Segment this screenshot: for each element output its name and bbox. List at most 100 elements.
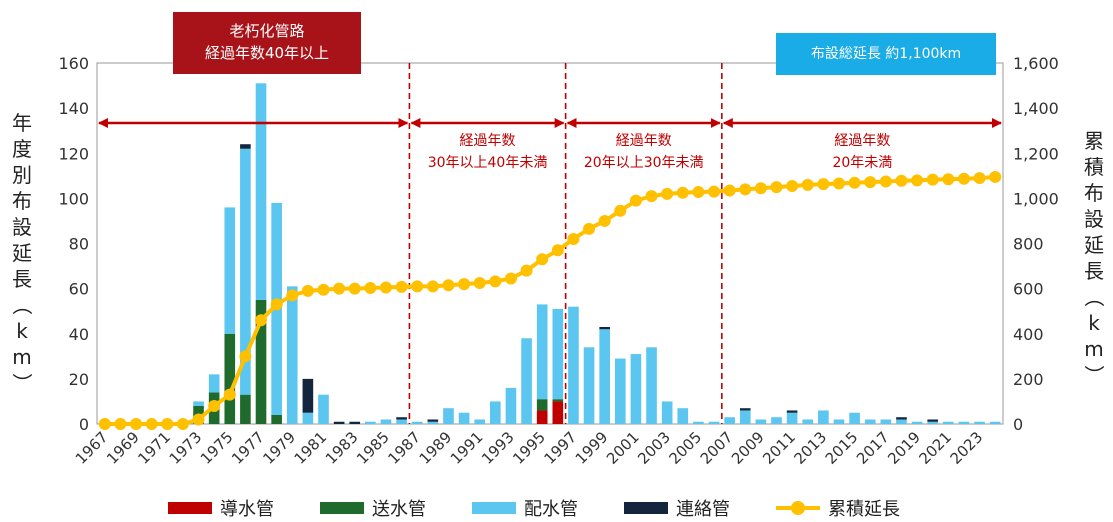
- bar-1995-s0: [536, 410, 548, 424]
- bar-2020-s2: [927, 421, 939, 424]
- bar-2017-s2: [880, 419, 892, 424]
- legend-label: 連絡管: [676, 499, 730, 520]
- bar-2016-s2: [864, 419, 876, 424]
- legend-swatch-navy: [624, 502, 668, 514]
- bar-2008-s3: [739, 408, 751, 411]
- x-tick-2001: 2001: [603, 428, 643, 468]
- bar-1999-s2: [599, 329, 610, 424]
- cumulative-point-1983: [348, 282, 361, 295]
- cumulative-point-1999: [598, 214, 611, 227]
- cumulative-point-2024: [989, 170, 1002, 183]
- bar-2013-s2: [818, 410, 829, 424]
- y-left-tick-160: 160: [58, 54, 89, 73]
- axis-label-char: 布: [12, 189, 32, 213]
- x-tick-1985: 1985: [353, 428, 393, 468]
- bar-1976-s2: [240, 148, 251, 395]
- y-left-tick-20: 20: [69, 370, 89, 389]
- axis-label-char: m: [1084, 337, 1104, 361]
- bar-2000-s2: [614, 358, 626, 424]
- bar-2024-s2: [989, 421, 1001, 424]
- y-left-tick-140: 140: [58, 99, 89, 118]
- y-right-tick-1,200: 1,200: [1013, 144, 1059, 163]
- bar-1996-s1: [552, 399, 564, 402]
- cumulative-point-2006: [708, 185, 721, 198]
- x-tick-1979: 1979: [259, 428, 299, 468]
- bar-1987-s2: [411, 421, 423, 424]
- axis-label-char: 累: [1084, 129, 1104, 153]
- axis-label-char: k: [1088, 311, 1100, 335]
- bar-1996-s0: [552, 401, 564, 424]
- y-right-tick-1,600: 1,600: [1013, 54, 1059, 73]
- y-right-tick-400: 400: [1013, 325, 1044, 344]
- cumulative-point-1979: [286, 289, 299, 302]
- bar-1979-s2: [286, 286, 298, 424]
- bar-1975-s2: [224, 207, 236, 334]
- bar-2018-s3: [896, 417, 907, 420]
- cumulative-point-1988: [426, 280, 439, 293]
- bar-1977-s1: [255, 299, 267, 424]
- cumulative-point-1986: [395, 280, 408, 293]
- cumulative-point-1998: [583, 222, 596, 235]
- cumulative-point-1968: [114, 418, 127, 430]
- bar-2023-s2: [974, 421, 985, 424]
- x-tick-2015: 2015: [822, 428, 862, 468]
- bar-1980-s2: [302, 412, 314, 424]
- y-right-tick-0: 0: [1013, 415, 1023, 434]
- y-right-tick-600: 600: [1013, 280, 1044, 299]
- legend-item-renrakukan: 連絡管: [624, 495, 730, 521]
- bar-1994-s2: [521, 338, 532, 424]
- x-tick-1993: 1993: [478, 428, 518, 468]
- cumulative-point-1981: [317, 283, 330, 296]
- plot-frame: [96, 62, 1004, 425]
- x-tick-2009: 2009: [728, 428, 768, 468]
- bar-1988-s2: [427, 421, 439, 424]
- x-tick-2007: 2007: [697, 428, 737, 468]
- cumulative-point-1967: [98, 418, 111, 430]
- axis-label-char: 布: [1084, 181, 1104, 205]
- y-left-tick-120: 120: [58, 144, 89, 163]
- bar-2010-s2: [771, 417, 782, 424]
- bar-1977-s2: [255, 83, 267, 300]
- bar-1999-s3: [599, 326, 610, 330]
- bar-2014-s2: [833, 419, 845, 424]
- legend-label: 導水管: [220, 499, 274, 520]
- cumulative-point-1989: [442, 279, 455, 292]
- cumulative-point-1970: [145, 418, 158, 430]
- period-label-1-1: 30年以上40年未満: [428, 155, 548, 171]
- legend-item-cumulative: 累積延長: [776, 495, 900, 521]
- legend-line-marker: [776, 501, 820, 515]
- axis-label-char: （: [1082, 287, 1106, 307]
- cumulative-point-1992: [489, 275, 502, 288]
- axes: [96, 62, 1004, 425]
- cumulative-point-2011: [786, 179, 799, 192]
- axis-label-char: 年: [12, 111, 32, 135]
- cumulative-point-1976: [239, 350, 252, 363]
- axis-label-char: 度: [12, 137, 32, 161]
- bar-2018-s2: [896, 419, 907, 424]
- y-right-tick-200: 200: [1013, 370, 1044, 389]
- cumulative-point-2013: [817, 178, 830, 191]
- legend-swatch-red: [168, 502, 212, 514]
- bar-2011-s3: [786, 410, 798, 413]
- x-tick-1991: 1991: [447, 428, 487, 468]
- bar-2004-s2: [677, 408, 689, 424]
- cumulative-line: [98, 170, 1002, 430]
- bar-1997-s2: [568, 306, 579, 424]
- bar-1976-s1: [240, 394, 251, 424]
- x-tick-1987: 1987: [384, 428, 424, 468]
- cumulative-point-1997: [567, 232, 580, 245]
- cumulative-point-2015: [848, 176, 861, 189]
- y-left-tick-60: 60: [69, 280, 89, 299]
- cumulative-point-2000: [614, 204, 627, 217]
- cumulative-point-1977: [255, 314, 268, 327]
- cumulative-point-1969: [130, 418, 143, 430]
- bar-2006-s2: [708, 421, 720, 424]
- bar-2011-s2: [786, 412, 798, 424]
- axis-label-char: 長: [12, 267, 32, 291]
- cumulative-point-2023: [973, 172, 986, 185]
- axis-label-char: 延: [1084, 233, 1104, 257]
- bar-1973-s2: [193, 401, 204, 406]
- legend-label: 配水管: [524, 499, 578, 520]
- x-tick-1977: 1977: [228, 428, 268, 468]
